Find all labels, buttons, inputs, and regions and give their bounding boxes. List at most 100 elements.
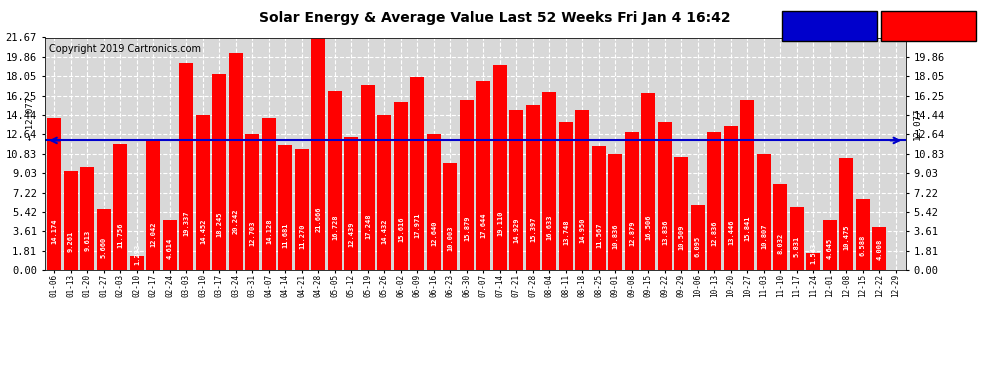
Text: 4.614: 4.614 <box>167 238 173 260</box>
Text: 13.748: 13.748 <box>563 219 569 245</box>
Text: 9.613: 9.613 <box>84 230 90 251</box>
Bar <box>856 200 870 270</box>
Bar <box>246 134 259 270</box>
Bar <box>724 126 738 270</box>
Text: 4.645: 4.645 <box>827 238 833 259</box>
Bar <box>196 115 210 270</box>
Text: 16.633: 16.633 <box>546 214 552 240</box>
Bar <box>476 81 490 270</box>
Text: 17.248: 17.248 <box>365 213 371 239</box>
Bar <box>427 134 441 270</box>
Bar <box>526 105 540 270</box>
Bar <box>213 74 227 270</box>
Text: 14.950: 14.950 <box>579 217 585 243</box>
Text: 1.293: 1.293 <box>134 243 140 265</box>
Text: 6.588: 6.588 <box>860 235 866 256</box>
Text: 20.242: 20.242 <box>233 209 239 234</box>
Bar <box>823 220 837 270</box>
Bar <box>493 65 507 270</box>
Text: Average  ($): Average ($) <box>797 22 862 31</box>
Text: 18.245: 18.245 <box>217 212 223 237</box>
Bar <box>708 132 722 270</box>
Bar <box>773 184 787 270</box>
Text: Copyright 2019 Cartronics.com: Copyright 2019 Cartronics.com <box>49 45 201 54</box>
Text: 5.831: 5.831 <box>794 236 800 257</box>
Bar <box>592 146 606 270</box>
Bar <box>625 132 639 270</box>
Text: 19.337: 19.337 <box>183 210 189 236</box>
Text: 21.666: 21.666 <box>316 206 322 232</box>
Text: Solar Energy & Average Value Last 52 Weeks Fri Jan 4 16:42: Solar Energy & Average Value Last 52 Wee… <box>259 11 731 25</box>
Bar <box>48 118 61 270</box>
Bar <box>80 167 94 270</box>
Bar <box>444 163 457 270</box>
Bar <box>312 38 326 270</box>
Text: 11.567: 11.567 <box>596 223 602 248</box>
Text: 6.095: 6.095 <box>695 236 701 257</box>
Bar <box>147 141 160 270</box>
Text: 14.432: 14.432 <box>381 218 387 243</box>
Text: 8.032: 8.032 <box>777 232 783 254</box>
Text: 14.929: 14.929 <box>514 217 520 243</box>
FancyBboxPatch shape <box>881 11 976 41</box>
Text: 14.452: 14.452 <box>200 218 206 243</box>
Bar <box>64 171 78 270</box>
Text: 12.042: 12.042 <box>150 222 156 248</box>
Text: 10.807: 10.807 <box>761 224 767 249</box>
Bar <box>691 205 705 270</box>
Bar <box>377 115 391 270</box>
Text: 14.174: 14.174 <box>51 219 57 244</box>
Text: 15.841: 15.841 <box>744 216 750 241</box>
Text: 17.644: 17.644 <box>480 213 486 238</box>
Bar <box>790 207 804 270</box>
Text: 13.836: 13.836 <box>662 219 668 245</box>
Text: 5.660: 5.660 <box>101 236 107 258</box>
Text: 11.270: 11.270 <box>299 223 305 249</box>
Bar <box>411 77 425 270</box>
Bar <box>179 63 193 270</box>
Bar <box>872 227 886 270</box>
Bar <box>807 254 821 270</box>
Bar <box>328 90 342 270</box>
Bar <box>394 102 408 270</box>
Text: 12.439: 12.439 <box>348 221 354 247</box>
Text: 17.971: 17.971 <box>415 212 421 238</box>
Text: 10.836: 10.836 <box>613 224 619 249</box>
Text: 9.261: 9.261 <box>68 231 74 252</box>
Text: 1.543: 1.543 <box>811 243 817 264</box>
Bar <box>658 122 672 270</box>
Bar <box>575 110 589 270</box>
Bar <box>642 93 655 270</box>
Text: Daily  ($): Daily ($) <box>902 22 955 31</box>
FancyBboxPatch shape <box>782 11 877 41</box>
Text: 15.879: 15.879 <box>464 216 470 241</box>
Text: 12.077: 12.077 <box>913 108 922 140</box>
Bar <box>114 144 128 270</box>
Text: 4.008: 4.008 <box>876 239 882 260</box>
Text: 19.110: 19.110 <box>497 210 503 236</box>
Bar <box>361 85 375 270</box>
Text: 15.397: 15.397 <box>530 216 536 242</box>
Bar <box>741 100 754 270</box>
Bar <box>559 123 573 270</box>
Bar <box>97 209 111 270</box>
Bar <box>840 158 853 270</box>
Text: 13.446: 13.446 <box>728 220 734 245</box>
Bar <box>510 110 524 270</box>
Bar <box>163 220 177 270</box>
Bar <box>229 53 243 270</box>
Text: 14.128: 14.128 <box>266 219 272 244</box>
Text: 12.879: 12.879 <box>629 220 635 246</box>
Text: 11.756: 11.756 <box>118 222 124 248</box>
Bar <box>345 136 358 270</box>
Bar <box>262 118 276 270</box>
Bar <box>543 92 556 270</box>
Bar <box>130 256 144 270</box>
Bar <box>295 149 309 270</box>
Text: 12.640: 12.640 <box>431 221 437 246</box>
Text: 15.616: 15.616 <box>398 216 404 242</box>
Text: ← 12.077: ← 12.077 <box>26 98 35 140</box>
Bar <box>460 100 474 270</box>
Text: 10.003: 10.003 <box>447 225 453 251</box>
Text: 12.703: 12.703 <box>249 221 255 246</box>
